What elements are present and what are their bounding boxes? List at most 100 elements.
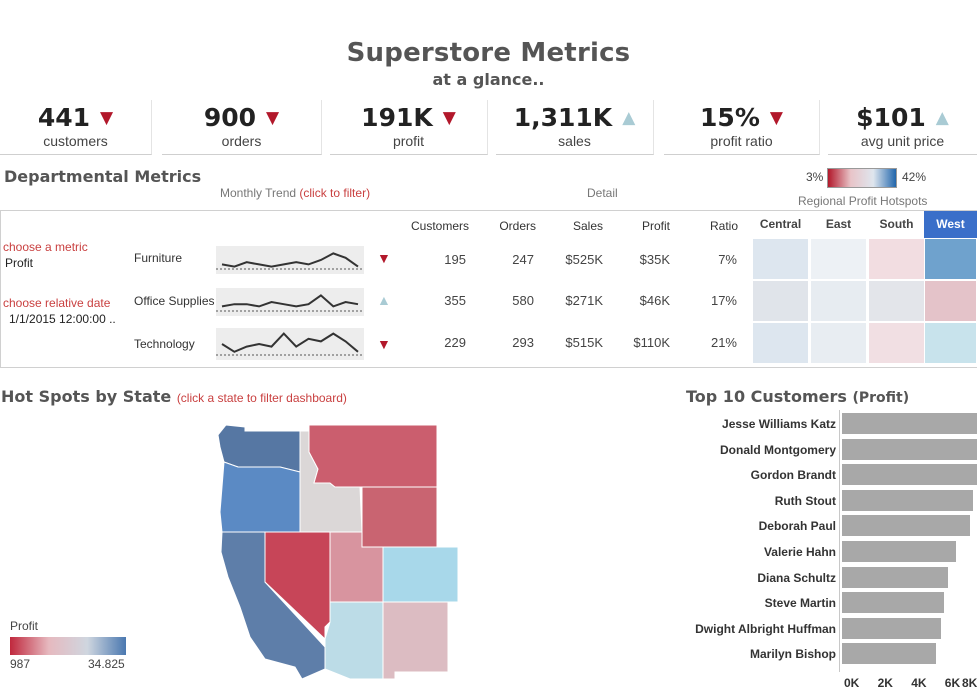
customer-label: Marilyn Bishop — [749, 647, 836, 662]
customer-bar[interactable] — [842, 592, 945, 614]
col-customers: Customers — [410, 219, 469, 233]
trend-up-icon: ▲ — [935, 108, 949, 128]
cell-profit: $46K — [639, 293, 670, 308]
cell-customers: 355 — [444, 293, 466, 308]
customer-bar[interactable] — [842, 413, 977, 434]
dept-row-label[interactable]: Technology — [134, 337, 195, 351]
dept-row-label[interactable]: Office Supplies — [134, 294, 215, 308]
heat-cell[interactable] — [924, 322, 977, 364]
state-new-mexico[interactable] — [382, 601, 449, 680]
customer-bar[interactable] — [842, 515, 970, 537]
customer-label: Deborah Paul — [758, 519, 836, 534]
state-arizona[interactable] — [324, 601, 384, 680]
heat-cell[interactable] — [752, 238, 809, 280]
customer-bar[interactable] — [842, 438, 977, 460]
top-customers-title-wrap: Top 10 Customers (Profit) — [686, 387, 909, 406]
trend-down-icon: ▼ — [769, 108, 783, 128]
kpi-profit-ratio[interactable]: 15% ▼ profit ratio — [664, 100, 820, 155]
sparkline-furniture[interactable] — [216, 246, 364, 274]
customer-label: Dwight Albright Huffman — [695, 621, 836, 636]
kpi-sales[interactable]: 1,311K ▲ sales — [496, 100, 654, 155]
customer-label: Gordon Brandt — [750, 468, 836, 483]
metric-filter-label: choose a metric — [3, 240, 88, 254]
region-tab-central[interactable]: Central — [759, 217, 802, 231]
top-customers-subtitle: (Profit) — [852, 390, 910, 406]
map-legend-title: Profit — [10, 619, 39, 633]
state-colorado[interactable] — [382, 546, 459, 603]
axis-tick-label: 2K — [877, 676, 893, 690]
col-sales: Sales — [572, 219, 603, 233]
cell-customers: 195 — [444, 252, 466, 267]
date-filter-label: choose relative date — [3, 296, 111, 310]
sparkline-office-supplies[interactable] — [216, 288, 364, 316]
col-orders: Orders — [499, 219, 536, 233]
trend-filter-hint: (click to filter) — [299, 186, 371, 200]
cell-ratio: 7% — [718, 252, 737, 267]
kpi-label: orders — [221, 133, 262, 149]
customer-bar[interactable] — [842, 617, 942, 639]
trend-down-icon: ▼ — [266, 108, 280, 128]
top-customers-title: Top 10 Customers — [686, 387, 847, 406]
kpi-avg-unit-price[interactable]: $101 ▲ avg unit price — [828, 100, 977, 155]
customer-bar[interactable] — [842, 566, 948, 588]
customer-label: Ruth Stout — [774, 493, 836, 508]
kpi-value: $101 — [856, 103, 926, 132]
heat-cell[interactable] — [810, 280, 867, 322]
heat-cell[interactable] — [868, 322, 925, 364]
customer-bar[interactable] — [842, 464, 977, 486]
bar-axis-line — [839, 410, 840, 672]
col-ratio: Ratio — [709, 219, 738, 233]
customer-bar[interactable] — [842, 643, 937, 665]
detail-label: Detail — [587, 186, 618, 200]
kpi-value: 441 — [37, 103, 91, 132]
axis-tick-label: 0K — [844, 676, 860, 690]
heat-cell[interactable] — [810, 322, 867, 364]
dept-row-label[interactable]: Furniture — [134, 251, 183, 265]
trend-up-icon: ▲ — [377, 292, 391, 308]
departmental-title: Departmental Metrics — [4, 167, 202, 186]
customer-label: Diana Schultz — [757, 570, 836, 585]
state-montana[interactable] — [308, 424, 438, 488]
map-title: Hot Spots by State — [1, 387, 172, 406]
metric-filter-select[interactable]: Profit — [5, 256, 34, 270]
heat-cell[interactable] — [752, 280, 809, 322]
kpi-value: 900 — [203, 103, 257, 132]
kpi-label: sales — [558, 133, 591, 149]
kpi-profit[interactable]: 191K ▼ profit — [330, 100, 488, 155]
customer-bar[interactable] — [842, 489, 974, 511]
cell-sales: $525K — [565, 252, 603, 267]
hotspot-legend-min: 3% — [806, 170, 824, 184]
date-filter-select[interactable]: 1/1/2015 12:00:00 .. — [9, 312, 116, 326]
heat-cell[interactable] — [868, 280, 925, 322]
customer-bar[interactable] — [842, 541, 957, 562]
hotspot-color-legend — [827, 168, 897, 188]
axis-tick-label: 6K — [944, 676, 961, 690]
kpi-label: avg unit price — [860, 133, 945, 149]
kpi-orders[interactable]: 900 ▼ orders — [162, 100, 322, 155]
region-tab-west[interactable]: West — [924, 211, 977, 238]
kpi-customers[interactable]: 441 ▼ customers — [0, 100, 152, 155]
heat-cell[interactable] — [868, 238, 925, 280]
kpi-label: profit — [392, 133, 425, 149]
sparkline-technology[interactable] — [216, 328, 364, 360]
heat-cell[interactable] — [924, 238, 977, 280]
heat-cell[interactable] — [810, 238, 867, 280]
dashboard-title: Superstore Metrics — [346, 38, 631, 68]
axis-tick-label: 8K — [962, 676, 977, 690]
region-tab-south[interactable]: South — [879, 217, 914, 231]
dashboard-subtitle: at a glance.. — [432, 70, 545, 89]
monthly-trend-text: Monthly Trend — [220, 186, 297, 200]
state-oregon[interactable] — [219, 461, 301, 533]
cell-customers: 229 — [444, 335, 466, 350]
customer-label: Valerie Hahn — [763, 545, 836, 559]
cell-profit: $35K — [639, 252, 670, 267]
kpi-label: customers — [43, 133, 108, 149]
heat-cell[interactable] — [752, 322, 809, 364]
heat-cell[interactable] — [924, 280, 977, 322]
state-wyoming[interactable] — [361, 486, 438, 548]
axis-tick-label: 4K — [911, 676, 927, 690]
cell-ratio: 21% — [710, 335, 737, 350]
region-tab-east[interactable]: East — [825, 217, 852, 231]
cell-orders: 580 — [512, 293, 534, 308]
state-map — [217, 424, 459, 680]
